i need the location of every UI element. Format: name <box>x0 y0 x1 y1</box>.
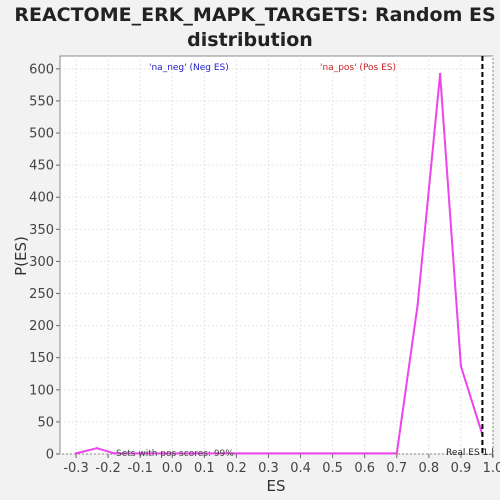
y-tick-label: 0 <box>46 448 54 463</box>
x-axis-label: ES <box>267 477 286 495</box>
y-tick-label: 250 <box>29 287 54 302</box>
y-tick-label: 600 <box>29 62 54 77</box>
x-tick-label: -0.2 <box>95 461 120 476</box>
es-series-line <box>75 73 484 455</box>
x-tick-label: 0.1 <box>194 461 215 476</box>
plot-area <box>59 55 494 455</box>
es-data-point <box>416 303 419 307</box>
x-tick-label: -0.1 <box>127 461 152 476</box>
y-axis-ticks: 0 50 100 150 200 250 300 350 400 450 500 550 600 <box>29 62 60 463</box>
y-tick-label: 100 <box>29 383 54 398</box>
y-axis-label: P(ES) <box>12 236 30 276</box>
y-tick-label: 200 <box>29 319 54 334</box>
x-tick-label: 0.9 <box>451 461 472 476</box>
y-tick-label: 150 <box>29 351 54 366</box>
legend-neg: 'na_neg' (Neg ES) <box>149 63 229 73</box>
x-tick-label: -0.3 <box>63 461 88 476</box>
x-tick-label: 0.8 <box>419 461 440 476</box>
es-data-point <box>95 447 99 450</box>
es-data-point <box>395 452 398 455</box>
chart-title-line-1: REACTOME_ERK_MAPK_TARGETS: Random ES <box>14 4 495 26</box>
y-tick-label: 500 <box>29 127 54 142</box>
x-tick-label: 0.2 <box>226 461 247 476</box>
x-tick-label: 1.0 <box>483 461 500 476</box>
pos-scores-annotation: Sets with pos scores: 99% <box>116 449 234 459</box>
y-tick-label: 350 <box>29 223 54 238</box>
x-tick-label: 0.4 <box>290 461 311 476</box>
es-data-point <box>74 452 78 455</box>
x-axis-ticks: -0.3 -0.2 -0.1 0.0 0.1 0.2 0.3 0.4 0.5 0.6 0.7 0.8 0… <box>63 454 500 476</box>
es-data-point <box>113 452 116 455</box>
y-tick-label: 400 <box>29 191 54 206</box>
y-tick-label: 450 <box>29 159 54 174</box>
x-tick-label: 0.5 <box>322 461 343 476</box>
es-data-point <box>459 364 463 368</box>
real-es-label: Real ES 1.| <box>446 448 494 458</box>
y-tick-label: 550 <box>29 94 54 109</box>
x-tick-label: 0.0 <box>162 461 183 476</box>
es-data-point <box>438 72 442 76</box>
x-tick-label: 0.3 <box>258 461 279 476</box>
x-tick-label: 0.7 <box>386 461 407 476</box>
grid-lines <box>60 56 494 455</box>
legend-pos: 'na_pos' (Pos ES) <box>320 63 396 73</box>
y-tick-label: 300 <box>29 255 54 270</box>
y-tick-label: 50 <box>37 415 54 430</box>
x-tick-label: 0.6 <box>354 461 375 476</box>
chart-title-line-2: distribution <box>187 29 313 51</box>
